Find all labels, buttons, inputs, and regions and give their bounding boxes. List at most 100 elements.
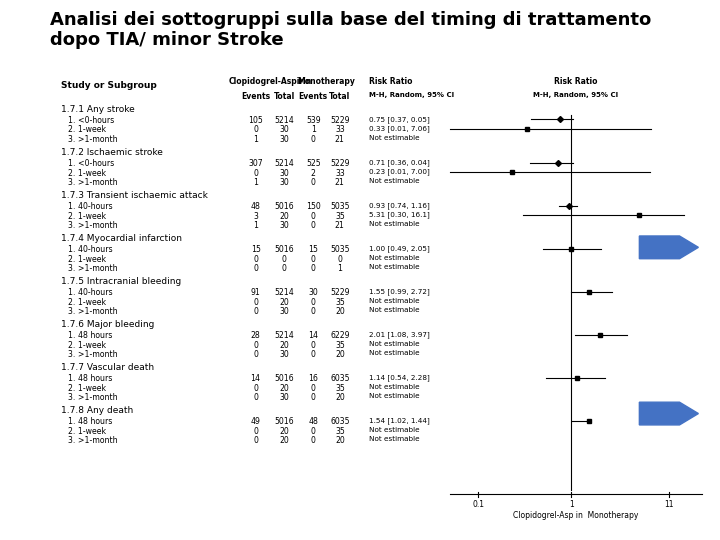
Text: 30: 30 bbox=[279, 178, 289, 187]
Text: 0: 0 bbox=[311, 254, 315, 264]
Text: 5214: 5214 bbox=[274, 288, 294, 297]
Text: M-H, Random, 95% CI: M-H, Random, 95% CI bbox=[369, 92, 454, 98]
Text: Events: Events bbox=[299, 92, 328, 101]
Text: 0: 0 bbox=[311, 298, 315, 307]
Text: 5016: 5016 bbox=[274, 202, 294, 211]
Text: 20: 20 bbox=[335, 436, 345, 446]
Text: 0: 0 bbox=[253, 393, 258, 402]
Text: 48: 48 bbox=[251, 202, 261, 211]
Text: 5016: 5016 bbox=[274, 374, 294, 383]
Text: 35: 35 bbox=[335, 341, 345, 349]
Text: 0: 0 bbox=[282, 264, 287, 273]
Text: 21: 21 bbox=[335, 135, 345, 144]
Text: 5214: 5214 bbox=[274, 159, 294, 168]
Text: 2. 1-week: 2. 1-week bbox=[68, 383, 107, 393]
Text: 35: 35 bbox=[335, 298, 345, 307]
Text: 2. 1-week: 2. 1-week bbox=[68, 168, 107, 178]
Text: 3. >1-month: 3. >1-month bbox=[68, 307, 118, 316]
Text: 0: 0 bbox=[311, 350, 315, 359]
Text: 20: 20 bbox=[279, 427, 289, 436]
Text: 0: 0 bbox=[253, 254, 258, 264]
Text: 1. 40-hours: 1. 40-hours bbox=[68, 288, 113, 297]
Text: 33: 33 bbox=[335, 168, 345, 178]
Text: 539: 539 bbox=[306, 116, 320, 125]
Text: 1.7.6 Major bleeding: 1.7.6 Major bleeding bbox=[61, 320, 155, 329]
Text: 0: 0 bbox=[253, 264, 258, 273]
Text: 0: 0 bbox=[253, 125, 258, 134]
Text: Not estimable: Not estimable bbox=[369, 221, 420, 227]
Text: 0: 0 bbox=[311, 383, 315, 393]
Text: 2.01 [1.08, 3.97]: 2.01 [1.08, 3.97] bbox=[369, 331, 430, 338]
Text: 5214: 5214 bbox=[274, 116, 294, 125]
Text: 20: 20 bbox=[335, 393, 345, 402]
Text: Not estimable: Not estimable bbox=[369, 307, 420, 313]
Text: 0.23 [0.01, 7.00]: 0.23 [0.01, 7.00] bbox=[369, 168, 430, 176]
Text: Study or Subgroup: Study or Subgroup bbox=[61, 81, 157, 90]
Text: 3. >1-month: 3. >1-month bbox=[68, 393, 118, 402]
Text: 2. 1-week: 2. 1-week bbox=[68, 212, 107, 220]
Text: 20: 20 bbox=[279, 341, 289, 349]
Text: Analisi dei sottogruppi sulla base del timing di trattamento
dopo TIA/ minor Str: Analisi dei sottogruppi sulla base del t… bbox=[50, 10, 652, 49]
Text: 30: 30 bbox=[279, 393, 289, 402]
Text: 1. 48 hours: 1. 48 hours bbox=[68, 331, 113, 340]
Text: 1. 40-hours: 1. 40-hours bbox=[68, 202, 113, 211]
Text: 105: 105 bbox=[248, 116, 263, 125]
Text: 0: 0 bbox=[311, 341, 315, 349]
Text: 0: 0 bbox=[311, 135, 315, 144]
Text: 6229: 6229 bbox=[330, 331, 350, 340]
Text: 3. >1-month: 3. >1-month bbox=[68, 350, 118, 359]
Text: 30: 30 bbox=[279, 350, 289, 359]
Text: 0: 0 bbox=[311, 427, 315, 436]
Text: 30: 30 bbox=[279, 221, 289, 230]
Text: 1.7.5 Intracranial bleeding: 1.7.5 Intracranial bleeding bbox=[61, 277, 181, 286]
Text: 0: 0 bbox=[311, 436, 315, 446]
Text: 3. >1-month: 3. >1-month bbox=[68, 436, 118, 446]
Text: Monotherapy: Monotherapy bbox=[297, 77, 356, 86]
Text: 5016: 5016 bbox=[274, 245, 294, 254]
Text: 1: 1 bbox=[338, 264, 342, 273]
Text: 1.7.8 Any death: 1.7.8 Any death bbox=[61, 406, 133, 415]
Text: 1.54 [1.02, 1.44]: 1.54 [1.02, 1.44] bbox=[369, 417, 430, 424]
Text: 1.7.3 Transient ischaemic attack: 1.7.3 Transient ischaemic attack bbox=[61, 191, 208, 200]
Text: Not estimable: Not estimable bbox=[369, 383, 420, 389]
Text: 5229: 5229 bbox=[330, 159, 350, 168]
Text: 150: 150 bbox=[306, 202, 320, 211]
FancyArrow shape bbox=[639, 236, 698, 259]
Text: 5.31 [0.30, 16.1]: 5.31 [0.30, 16.1] bbox=[369, 212, 430, 218]
Text: 2: 2 bbox=[311, 168, 315, 178]
Text: 0.33 [0.01, 7.06]: 0.33 [0.01, 7.06] bbox=[369, 125, 430, 132]
Text: 3. >1-month: 3. >1-month bbox=[68, 264, 118, 273]
Text: 1: 1 bbox=[253, 135, 258, 144]
Text: 30: 30 bbox=[279, 307, 289, 316]
Text: 91: 91 bbox=[251, 288, 261, 297]
Text: Not estimable: Not estimable bbox=[369, 135, 420, 141]
Text: 20: 20 bbox=[279, 436, 289, 446]
Text: 0: 0 bbox=[253, 427, 258, 436]
Text: 5229: 5229 bbox=[330, 288, 350, 297]
Text: 35: 35 bbox=[335, 383, 345, 393]
Text: 0: 0 bbox=[311, 393, 315, 402]
Text: 3: 3 bbox=[253, 212, 258, 220]
Text: 15: 15 bbox=[251, 245, 261, 254]
Text: Total: Total bbox=[329, 92, 351, 101]
Text: 28: 28 bbox=[251, 331, 261, 340]
Text: 1. 40-hours: 1. 40-hours bbox=[68, 245, 113, 254]
Text: 30: 30 bbox=[279, 125, 289, 134]
Text: Clopidogrel-Aspirin: Clopidogrel-Aspirin bbox=[228, 77, 312, 86]
Text: 0: 0 bbox=[253, 168, 258, 178]
Text: Risk Ratio: Risk Ratio bbox=[369, 77, 413, 86]
Text: 3. >1-month: 3. >1-month bbox=[68, 221, 118, 230]
Text: Not estimable: Not estimable bbox=[369, 264, 420, 270]
Text: Not estimable: Not estimable bbox=[369, 427, 420, 433]
Text: 16: 16 bbox=[308, 374, 318, 383]
Text: 0: 0 bbox=[311, 178, 315, 187]
Text: 20: 20 bbox=[335, 350, 345, 359]
Text: 2. 1-week: 2. 1-week bbox=[68, 254, 107, 264]
Text: 6035: 6035 bbox=[330, 374, 350, 383]
Text: 0: 0 bbox=[311, 307, 315, 316]
Text: Not estimable: Not estimable bbox=[369, 393, 420, 399]
Text: 0: 0 bbox=[311, 264, 315, 273]
Text: 1.7.2 Ischaemic stroke: 1.7.2 Ischaemic stroke bbox=[61, 148, 163, 157]
Text: 307: 307 bbox=[248, 159, 263, 168]
Text: 1.00 [0.49, 2.05]: 1.00 [0.49, 2.05] bbox=[369, 245, 430, 252]
